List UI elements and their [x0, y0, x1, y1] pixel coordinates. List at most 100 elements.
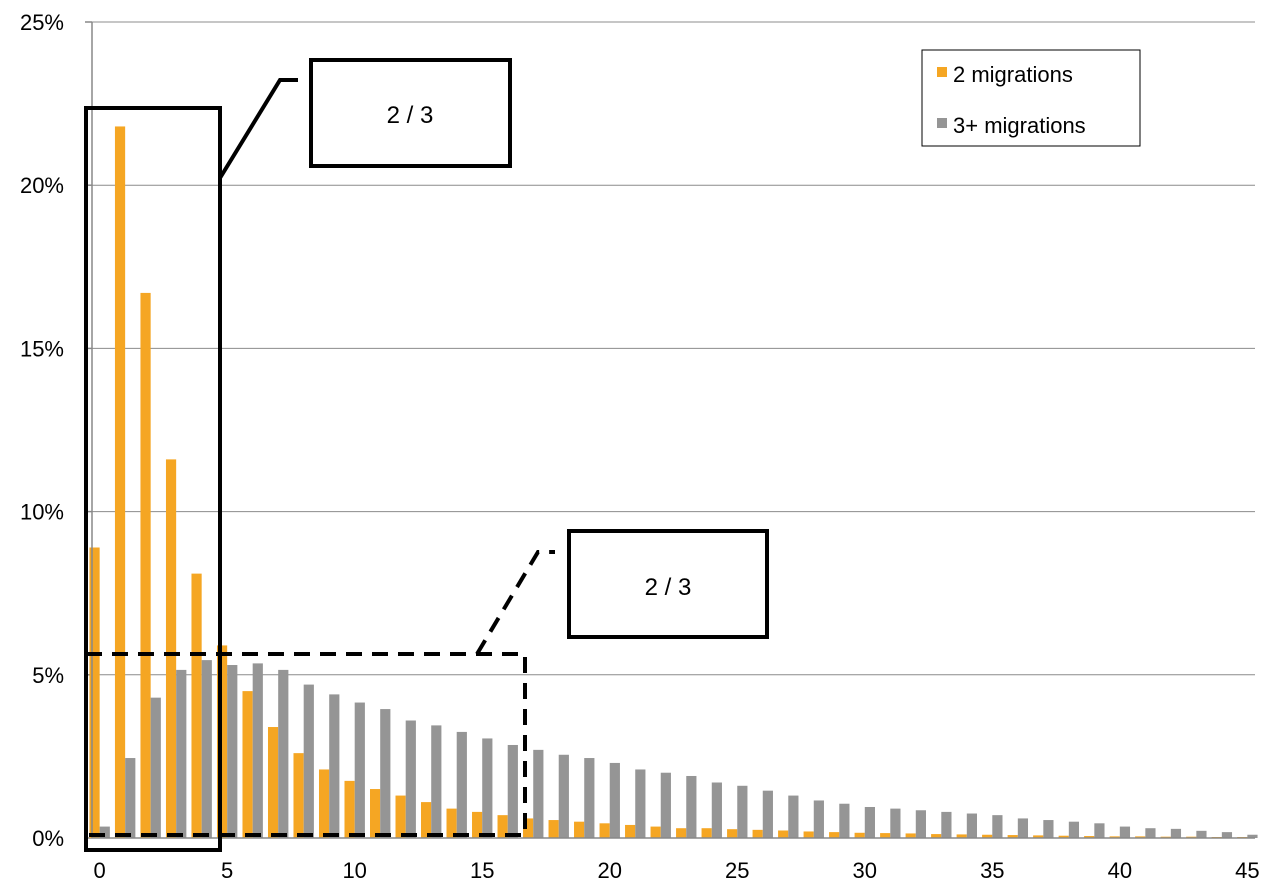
x-tick-label: 35: [980, 858, 1004, 883]
bar-3-plus-migrations: [125, 758, 136, 838]
axes: [91, 22, 1255, 839]
bar-3-plus-migrations: [992, 815, 1003, 838]
bar-2-migrations: [956, 834, 967, 838]
bar-3-plus-migrations: [1170, 828, 1182, 838]
bar-3-plus-migrations: [1119, 826, 1131, 838]
bar-3-plus-migrations: [813, 800, 824, 838]
bar-3-plus-migrations: [737, 785, 748, 838]
bar-2-migrations: [1058, 835, 1069, 838]
bar-3-plus-migrations: [329, 694, 340, 838]
bar-3-plus-migrations: [227, 665, 238, 838]
bar-3-plus-migrations: [1094, 823, 1105, 838]
bar-2-migrations: [905, 833, 916, 838]
bar-2-migrations: [880, 833, 891, 838]
y-tick-label: 5%: [32, 663, 64, 688]
bar-3-plus-migrations: [1221, 832, 1233, 838]
bar-3-plus-migrations: [303, 684, 314, 838]
bar-3-plus-migrations: [456, 731, 467, 838]
bar-3-plus-migrations: [864, 806, 875, 838]
bar-2-migrations: [676, 828, 687, 838]
y-tick-labels: 0% 5% 10% 15% 20% 25%: [20, 10, 64, 851]
y-tick-label: 10%: [20, 500, 64, 525]
bar-3-plus-migrations: [482, 738, 493, 838]
bar-3-plus-migrations: [1017, 818, 1029, 838]
annotation-solid-callout-box: [309, 58, 512, 168]
annotation-dashed: 2 / 3: [84, 529, 769, 837]
bar-2-migrations: [370, 789, 381, 838]
bar-2-migrations: [625, 824, 636, 838]
bar-2-migrations: [752, 829, 763, 838]
y-tick-label: 25%: [20, 10, 64, 35]
bar-2-migrations: [446, 808, 457, 838]
bar-3-plus-migrations: [99, 826, 110, 838]
bar-2-migrations: [344, 780, 355, 838]
bar-2-migrations: [1084, 836, 1095, 838]
legend-box: [921, 49, 1141, 147]
bar-2-migrations: [523, 818, 534, 838]
bar-3-plus-migrations: [609, 762, 620, 838]
bar-2-migrations: [829, 832, 840, 838]
bar-2-migrations: [574, 821, 585, 838]
annotation-solid-region: [84, 106, 222, 852]
x-tick-label: 20: [597, 858, 621, 883]
bar-3-plus-migrations: [380, 709, 391, 838]
x-tick-label: 40: [1108, 858, 1132, 883]
bar-2-migrations: [216, 645, 228, 838]
bar-2-migrations: [599, 823, 610, 838]
bar-2-migrations: [421, 802, 432, 838]
bar-2-migrations: [701, 828, 712, 838]
bar-3-plus-migrations: [507, 744, 518, 838]
bar-3-plus-migrations: [354, 702, 365, 838]
bar-3-plus-migrations: [1247, 834, 1258, 838]
bar-2-migrations: [1109, 836, 1120, 838]
bar-3-plus-migrations: [1196, 830, 1207, 838]
bar-2-migrations: [89, 547, 100, 838]
annotation-dashed-callout-label: 2 / 3: [645, 574, 692, 601]
bar-3-plus-migrations: [711, 782, 722, 838]
bar-3-plus-migrations: [915, 810, 926, 838]
bar-2-migrations: [727, 829, 738, 838]
annotation-solid-leader: [218, 78, 298, 180]
x-tick-label: 5: [221, 858, 233, 883]
x-tick-label: 15: [470, 858, 494, 883]
annotation-solid: 2 / 3: [84, 58, 512, 852]
bar-2-migrations: [472, 811, 483, 838]
legend: 2 migrations 3+ migrations: [921, 49, 1141, 147]
bar-2-migrations: [854, 832, 865, 838]
bars: [89, 126, 1258, 838]
bar-2-migrations: [803, 831, 814, 838]
bar-2-migrations: [1007, 835, 1018, 838]
bar-3-plus-migrations: [150, 697, 161, 838]
bar-2-migrations: [267, 727, 279, 838]
bar-3-plus-migrations: [762, 790, 773, 838]
bar-3-plus-migrations: [941, 811, 952, 838]
bar-2-migrations: [1033, 835, 1044, 838]
bar-3-plus-migrations: [201, 660, 212, 838]
bar-3-plus-migrations: [252, 663, 263, 838]
legend-label-3-plus-migrations: 3+ migrations: [953, 113, 1086, 138]
bar-3-plus-migrations: [890, 808, 901, 838]
bar-2-migrations: [114, 126, 126, 838]
bar-3-plus-migrations: [405, 720, 416, 838]
bar-3-plus-migrations: [686, 775, 697, 838]
x-tick-label: 25: [725, 858, 749, 883]
annotation-dashed-region: [84, 652, 527, 837]
bar-2-migrations: [395, 795, 406, 838]
bar-3-plus-migrations: [788, 795, 799, 838]
bar-2-migrations: [318, 769, 330, 838]
bar-2-migrations: [140, 292, 151, 838]
legend-swatch-3-plus-migrations: [937, 118, 947, 128]
bar-2-migrations: [293, 753, 304, 838]
x-tick-label: 10: [342, 858, 366, 883]
y-tick-label: 0%: [32, 826, 64, 851]
x-tick-labels: 0 5 10 15 20 25 30 35 40 45: [94, 858, 1260, 883]
bar-2-migrations: [931, 834, 942, 838]
bar-3-plus-migrations: [1068, 821, 1080, 838]
bar-3-plus-migrations: [1043, 820, 1054, 838]
bar-2-migrations: [650, 826, 661, 838]
bar-3-plus-migrations: [635, 769, 646, 838]
bar-2-migrations: [191, 573, 202, 838]
y-tick-label: 15%: [20, 336, 64, 361]
bar-3-plus-migrations: [1145, 828, 1156, 838]
